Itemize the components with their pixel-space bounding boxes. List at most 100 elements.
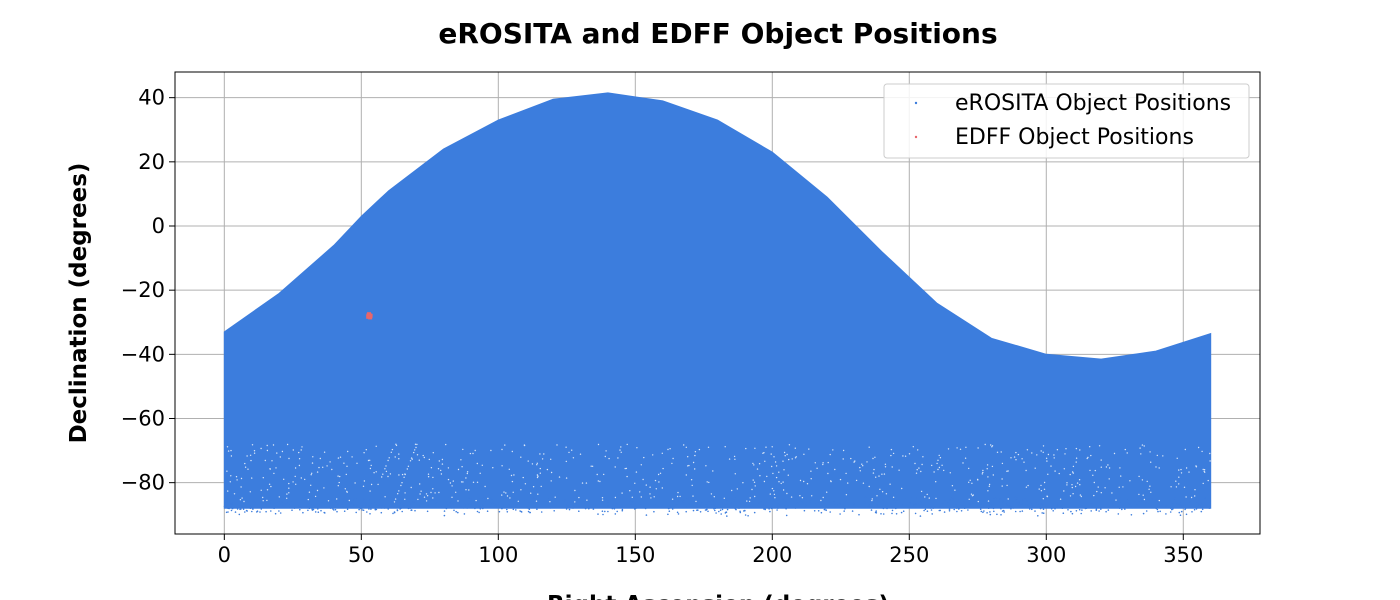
erosita-gap [428,458,430,461]
erosita-gap [539,453,541,455]
erosita-gap [1097,486,1099,488]
erosita-gap [1209,460,1211,462]
erosita-point [270,510,272,512]
erosita-point [694,498,696,501]
erosita-gap [845,494,848,496]
erosita-point [901,503,903,506]
erosita-gap [713,496,715,498]
erosita-point [805,504,807,507]
erosita-gap [803,453,805,455]
erosita-gap [922,456,924,458]
erosita-point [1198,504,1201,507]
erosita-gap [996,451,999,453]
erosita-gap [694,454,696,457]
erosita-gap [1025,486,1028,488]
erosita-point [756,503,758,506]
erosita-gap [375,471,377,473]
erosita-gap [764,460,766,462]
erosita-gap [657,473,660,476]
erosita-gap [370,483,373,486]
erosita-gap [1120,475,1122,477]
erosita-point [231,507,234,509]
erosita-gap [1108,467,1111,469]
erosita-point [434,502,437,504]
erosita-gap [474,449,476,452]
erosita-point [463,503,466,506]
erosita-gap [1089,469,1091,472]
erosita-gap [401,473,404,476]
erosita-gap [398,453,400,455]
erosita-point [1184,503,1186,505]
erosita-point [1066,505,1069,507]
erosita-gap [926,493,928,496]
erosita-point [644,506,647,508]
erosita-point [226,497,229,499]
erosita-point [833,500,835,502]
erosita-gap [1007,498,1009,500]
erosita-point [1198,498,1201,501]
erosita-point [980,503,982,506]
erosita-point [858,513,860,516]
erosita-gap [624,467,626,470]
erosita-point [553,510,555,512]
erosita-point [369,498,372,501]
erosita-gap [1180,468,1182,471]
erosita-gap [240,486,242,488]
erosita-point [706,503,709,505]
erosita-point [1130,514,1133,516]
erosita-point [820,511,823,514]
erosita-point [960,510,963,512]
erosita-gap [419,483,421,485]
erosita-point [744,501,747,504]
erosita-gap [1031,452,1033,454]
erosita-gap [1148,488,1150,490]
erosita-point [1038,500,1040,503]
erosita-point [342,501,345,504]
erosita-point [379,504,382,507]
erosita-point [1184,507,1187,510]
erosita-point [342,498,345,501]
erosita-gap [917,449,919,451]
erosita-point [719,509,722,512]
erosita-point [1100,508,1102,510]
erosita-gap [814,462,816,464]
erosita-gap [842,449,845,452]
erosita-point [369,513,371,515]
erosita-point [1078,508,1081,511]
erosita-gap [586,499,588,501]
erosita-point [374,503,377,506]
erosita-gap [415,446,417,449]
erosita-gap [1079,449,1081,451]
erosita-point [1075,510,1078,512]
erosita-point [249,505,252,508]
erosita-point [844,507,846,510]
erosita-point [716,506,718,508]
erosita-point [1031,505,1034,507]
erosita-point [895,513,898,515]
erosita-point [965,505,967,508]
erosita-point [265,504,268,506]
erosita-point [970,503,972,505]
erosita-point [1024,504,1027,507]
erosita-gap [268,483,271,485]
erosita-gap [1188,471,1190,473]
erosita-point [969,504,971,506]
erosita-point [738,501,741,504]
erosita-gap [469,452,472,455]
erosita-point [839,502,842,504]
erosita-point [336,510,338,513]
erosita-point [510,505,513,507]
erosita-gap [512,491,514,493]
erosita-point [370,506,373,509]
erosita-gap [854,460,856,462]
erosita-point [288,506,290,509]
erosita-point [1160,503,1163,506]
erosita-gap [388,457,390,459]
erosita-gap [1203,469,1206,471]
erosita-point [1041,512,1043,514]
erosita-point [614,513,617,515]
erosita-gap [1040,484,1042,487]
erosita-point [327,497,330,500]
erosita-gap [669,448,671,450]
erosita-gap [550,480,552,482]
